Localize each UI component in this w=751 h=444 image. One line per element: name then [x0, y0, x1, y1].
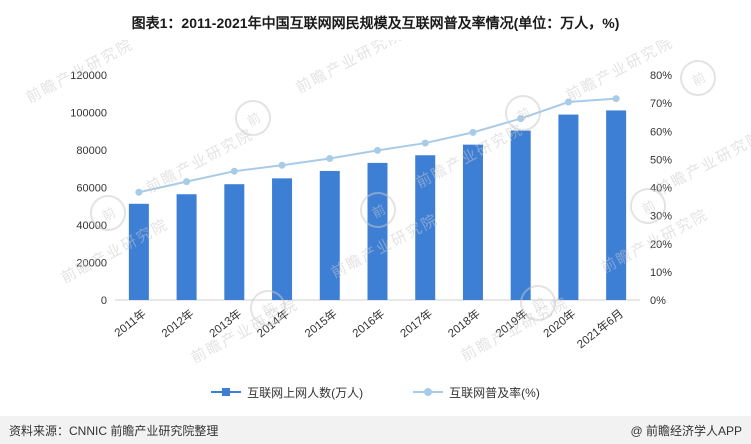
right-axis-tick-label: 50% [650, 154, 672, 166]
line-point [469, 128, 477, 136]
legend-item-bar-series: 互联网上网人数(万人) [211, 384, 363, 401]
left-axis-tick-label: 60000 [76, 183, 107, 195]
right-axis-tick-label: 60% [650, 126, 672, 138]
right-axis-tick-label: 10% [650, 267, 672, 279]
x-axis-label: 2017年 [397, 306, 435, 340]
left-axis-tick-label: 20000 [76, 258, 107, 270]
legend-marker-dot [424, 388, 433, 396]
bar [176, 194, 197, 300]
line-series-legend-label: 互联网普及率(%) [449, 385, 540, 400]
line-point [230, 167, 238, 175]
x-axis-label: 2013年 [206, 306, 244, 340]
line-point [564, 98, 572, 106]
line-point [517, 115, 525, 123]
x-axis-label: 2018年 [445, 306, 483, 340]
x-axis-label: 2016年 [349, 306, 387, 340]
chart-area: 0 20000 40000 60000 80000 100000 120000 0% 10% 20… [0, 34, 751, 380]
chart-legend: 互联网上网人数(万人) 互联网普及率(%) [0, 380, 751, 404]
bar [462, 144, 483, 300]
x-axis-label: 2020年 [540, 306, 578, 340]
line-point [421, 139, 429, 147]
right-axis-tick-label: 40% [650, 183, 672, 195]
x-axis-label: 2014年 [254, 306, 292, 340]
bar-series-legend-label: 互联网上网人数(万人) [247, 385, 364, 400]
bar-series-legend-marker [211, 387, 242, 397]
left-axis-tick-label: 40000 [76, 220, 107, 232]
x-axis-label: 2015年 [302, 306, 340, 340]
bar [272, 178, 293, 300]
line-point [183, 178, 191, 186]
x-axis-label: 2019年 [493, 306, 531, 340]
bar [367, 162, 388, 300]
x-axis-label: 2011年 [112, 306, 149, 339]
line-point [278, 161, 286, 169]
line-series-legend-marker [413, 387, 444, 397]
bar [319, 170, 340, 300]
combo-chart: 0 20000 40000 60000 80000 100000 120000 0% 10% 20… [70, 70, 672, 351]
left-axis-tick-label: 80000 [76, 145, 107, 157]
legend-item-line-series: 互联网普及率(%) [413, 384, 540, 401]
bar [415, 155, 436, 300]
bar [510, 130, 531, 300]
line-point [135, 188, 143, 196]
right-axis-tick-label: 70% [650, 98, 672, 110]
left-axis-tick-label: 120000 [70, 70, 107, 82]
right-axis-tick-label: 80% [650, 70, 672, 82]
legend-marker-square [222, 388, 231, 396]
chart-title: 图表1：2011-2021年中国互联网网民规模及互联网普及率情况(单位：万人，%… [131, 15, 620, 31]
right-axis-tick-label: 20% [650, 239, 672, 251]
footer-bar: 资料来源：CNNIC 前瞻产业研究院整理 @ 前瞻经济学人APP [0, 416, 751, 444]
x-axis-label: 2012年 [159, 306, 197, 340]
x-axis-label: 2021年6月 [574, 306, 626, 351]
right-axis-tick-label: 30% [650, 211, 672, 223]
left-axis-tick-label: 0 [101, 295, 107, 307]
bar [224, 184, 245, 300]
line-point [374, 146, 381, 154]
left-axis-tick-label: 100000 [70, 108, 107, 120]
bar [558, 114, 579, 300]
source-note: 资料来源：CNNIC 前瞻产业研究院整理 [9, 423, 219, 438]
brand-credit: @ 前瞻经济学人APP [630, 423, 742, 438]
line-point [326, 155, 334, 163]
bar [606, 110, 627, 300]
line-point [612, 95, 620, 103]
bar [128, 203, 149, 300]
right-axis-tick-label: 0% [650, 295, 666, 307]
